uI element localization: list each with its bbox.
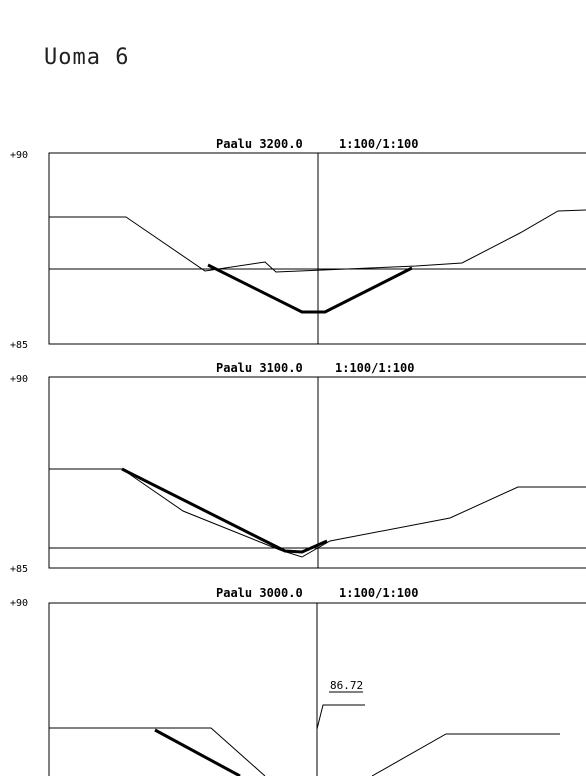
profile-scale: 1:100/1:100	[339, 586, 418, 600]
profile-label: Paalu 3100.0	[216, 361, 303, 375]
ground-profile-line	[49, 727, 266, 776]
profile-scale: 1:100/1:100	[339, 137, 418, 151]
elevation-bottom-label: +85	[10, 564, 28, 575]
ground-profile-line-right	[371, 733, 560, 776]
elevation-annotation: 86.72	[330, 679, 363, 692]
profile-label: Paalu 3000.0	[216, 586, 303, 600]
profile-panel: Paalu 3100.0 1:100/1:100 +90 +85	[10, 361, 586, 575]
profile-panel: Paalu 3200.0 1:100/1:100 +90 +85	[10, 137, 586, 351]
profile-panel: Paalu 3000.0 1:100/1:100 +90 86.72	[10, 586, 586, 776]
ditch-design-line	[207, 263, 413, 314]
profile-frame	[48, 152, 586, 345]
page-title: Uoma 6	[44, 45, 129, 70]
profile-frame	[48, 376, 586, 569]
ditch-design-line	[121, 467, 328, 554]
ground-profile-line	[49, 209, 586, 273]
elevation-top-label: +90	[10, 150, 28, 161]
profile-frame	[48, 602, 586, 776]
elevation-top-label: +90	[10, 374, 28, 385]
elevation-top-label: +90	[10, 598, 28, 609]
ground-profile-line	[49, 468, 586, 558]
elevation-bottom-label: +85	[10, 340, 28, 351]
ditch-design-line	[154, 728, 241, 776]
profile-label: Paalu 3200.0	[216, 137, 303, 151]
profile-scale: 1:100/1:100	[335, 361, 414, 375]
annotation-leader	[316, 704, 365, 730]
